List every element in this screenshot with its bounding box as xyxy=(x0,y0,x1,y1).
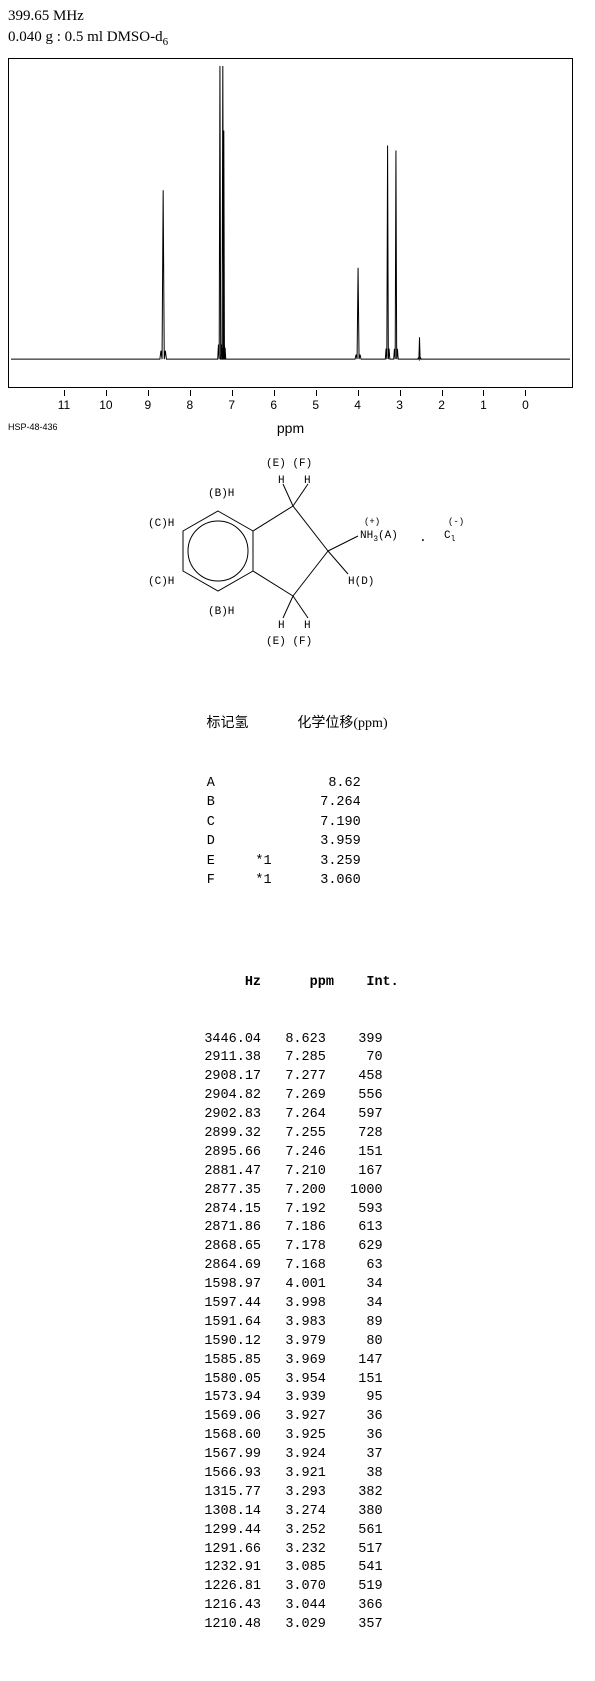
peak-row: 1585.85 3.969 147 xyxy=(196,1352,399,1371)
tick-mark xyxy=(64,390,65,396)
peak-row: 3446.04 8.623 399 xyxy=(196,1031,399,1050)
peak-row: 2899.32 7.255 728 xyxy=(196,1125,399,1144)
peak-row: 2877.35 7.200 1000 xyxy=(196,1182,399,1201)
tick-label: 8 xyxy=(186,398,193,412)
assignment-header: 标记氢化学位移(ppm) xyxy=(183,714,413,734)
tick-mark xyxy=(106,390,107,396)
tick-mark xyxy=(274,390,275,396)
peak-row: 1591.64 3.983 89 xyxy=(196,1314,399,1333)
peak-row: 1210.48 3.029 357 xyxy=(196,1616,399,1635)
peak-row: 2868.65 7.178 629 xyxy=(196,1238,399,1257)
header-sample-text: 0.040 g : 0.5 ml DMSO-d xyxy=(8,29,163,45)
tick-label: 6 xyxy=(270,398,277,412)
svg-text:H: H xyxy=(278,620,285,632)
assignment-row: A 8.62 xyxy=(183,774,413,794)
tick-label: 0 xyxy=(522,398,529,412)
peak-row: 2871.86 7.186 613 xyxy=(196,1219,399,1238)
peak-row: 2895.66 7.246 151 xyxy=(196,1144,399,1163)
peak-row: 1308.14 3.274 380 xyxy=(196,1503,399,1522)
tick-label: 9 xyxy=(145,398,152,412)
structure-svg: (E) (F) H H (B)H (C)H (C)H (B)H H H (E) (F… xyxy=(148,446,488,656)
tick-label: 10 xyxy=(99,398,112,412)
tick-mark xyxy=(483,390,484,396)
tick-label: 11 xyxy=(58,398,70,412)
peak-row: 1569.06 3.927 36 xyxy=(196,1408,399,1427)
peak-row: 1573.94 3.939 95 xyxy=(196,1389,399,1408)
header-frequency: 399.65 MHz xyxy=(8,8,587,25)
tick-label: 7 xyxy=(228,398,235,412)
peak-header: Hz ppm Int. xyxy=(196,974,399,993)
svg-text:H(D): H(D) xyxy=(348,576,374,588)
svg-text:(E) (F): (E) (F) xyxy=(266,458,312,470)
peak-row: 2904.82 7.269 556 xyxy=(196,1087,399,1106)
peak-row: 1568.60 3.925 36 xyxy=(196,1427,399,1446)
svg-text:(-): (-) xyxy=(448,517,464,527)
assignment-row: C 7.190 xyxy=(183,813,413,833)
svg-text:.: . xyxy=(419,530,427,545)
tick-mark xyxy=(358,390,359,396)
tick-label: 4 xyxy=(354,398,361,412)
peak-row: 1598.97 4.001 34 xyxy=(196,1276,399,1295)
svg-text:(C)H: (C)H xyxy=(148,576,174,588)
svg-text:(+): (+) xyxy=(364,517,380,527)
svg-text:H: H xyxy=(304,620,311,632)
ppm-axis-label: ppm xyxy=(8,420,573,436)
svg-text:NH3(A): NH3(A) xyxy=(360,530,398,544)
tick-label: 5 xyxy=(312,398,319,412)
peak-row: 2902.83 7.264 597 xyxy=(196,1106,399,1125)
svg-text:Cl: Cl xyxy=(444,530,456,544)
svg-text:(B)H: (B)H xyxy=(208,488,234,500)
assignment-row: E *1 3.259 xyxy=(183,852,413,872)
peak-row: 1597.44 3.998 34 xyxy=(196,1295,399,1314)
nmr-spectrum-plot xyxy=(8,58,573,388)
svg-text:(B)H: (B)H xyxy=(208,606,234,618)
spectrum-svg xyxy=(9,59,572,387)
peak-row: 1299.44 3.252 561 xyxy=(196,1522,399,1541)
spectrum-id-label: HSP-48-436 xyxy=(8,422,58,432)
assignment-table: 标记氢化学位移(ppm) A 8.62 B 7.264 C 7.190 D 3.… xyxy=(183,675,413,930)
svg-text:H: H xyxy=(304,475,311,487)
tick-mark xyxy=(400,390,401,396)
peak-table: Hz ppm Int. 3446.04 8.623 399 2911.38 7.… xyxy=(196,936,399,1673)
tick-mark xyxy=(190,390,191,396)
peak-row: 1566.93 3.921 38 xyxy=(196,1465,399,1484)
tick-mark xyxy=(525,390,526,396)
svg-text:(E) (F): (E) (F) xyxy=(266,636,312,648)
header-sample-sub: 6 xyxy=(163,36,169,48)
assignment-row: F *1 3.060 xyxy=(183,871,413,891)
peak-row: 2874.15 7.192 593 xyxy=(196,1201,399,1220)
assignment-row: D 3.959 xyxy=(183,832,413,852)
peak-row: 2864.69 7.168 63 xyxy=(196,1257,399,1276)
peak-row: 1590.12 3.979 80 xyxy=(196,1333,399,1352)
svg-text:(C)H: (C)H xyxy=(148,518,174,530)
header-sample: 0.040 g : 0.5 ml DMSO-d6 xyxy=(8,29,587,48)
molecular-structure: (E) (F) H H (B)H (C)H (C)H (B)H H H (E) (F… xyxy=(148,446,448,661)
tick-mark xyxy=(148,390,149,396)
peak-row: 1232.91 3.085 541 xyxy=(196,1559,399,1578)
peak-row: 2908.17 7.277 458 xyxy=(196,1068,399,1087)
peak-row: 2911.38 7.285 70 xyxy=(196,1049,399,1068)
peak-row: 2881.47 7.210 167 xyxy=(196,1163,399,1182)
peak-row: 1216.43 3.044 366 xyxy=(196,1597,399,1616)
tick-label: 3 xyxy=(396,398,403,412)
tick-label: 1 xyxy=(480,398,487,412)
peak-row: 1291.66 3.232 517 xyxy=(196,1541,399,1560)
tick-label: 2 xyxy=(438,398,445,412)
peak-row: 1580.05 3.954 151 xyxy=(196,1371,399,1390)
tick-mark xyxy=(232,390,233,396)
assignment-row: B 7.264 xyxy=(183,793,413,813)
peak-row: 1226.81 3.070 519 xyxy=(196,1578,399,1597)
peak-row: 1567.99 3.924 37 xyxy=(196,1446,399,1465)
tick-mark xyxy=(442,390,443,396)
ppm-axis: 11109876543210 xyxy=(8,390,573,420)
tick-mark xyxy=(316,390,317,396)
peak-row: 1315.77 3.293 382 xyxy=(196,1484,399,1503)
svg-text:H: H xyxy=(278,475,285,487)
